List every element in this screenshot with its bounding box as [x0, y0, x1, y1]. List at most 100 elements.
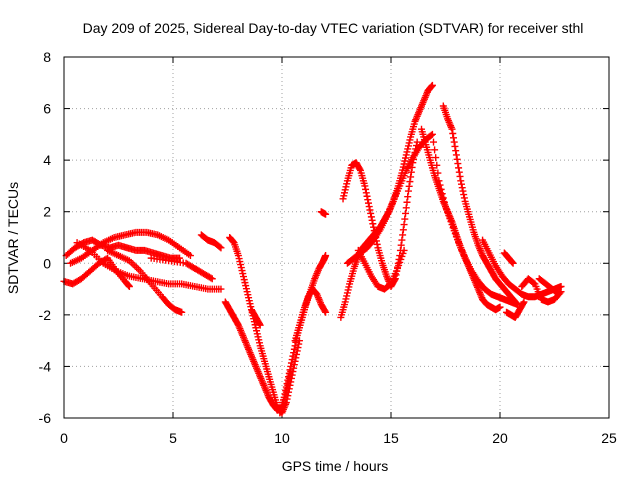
series-arc-17 — [354, 246, 408, 293]
data-point — [397, 241, 405, 249]
data-point — [322, 252, 330, 260]
data-point — [281, 390, 289, 398]
data-point — [458, 184, 466, 192]
data-point — [519, 299, 527, 307]
data-point — [455, 164, 463, 172]
data-point — [413, 138, 421, 146]
data-point — [405, 182, 413, 190]
data-point — [401, 215, 409, 223]
data-point — [370, 227, 378, 235]
series-arc-22 — [503, 298, 528, 321]
data-point — [400, 246, 408, 254]
series-arc-6 — [147, 254, 216, 283]
series-arc-3 — [67, 228, 194, 267]
data-point — [365, 203, 373, 211]
plot-frame — [63, 56, 610, 419]
data-point — [290, 345, 298, 353]
data-point — [402, 209, 410, 217]
grid — [64, 57, 609, 418]
data-point — [207, 274, 215, 282]
series-arc-15 — [339, 138, 421, 290]
data-point — [430, 138, 438, 146]
data-point — [428, 81, 436, 89]
data-point — [460, 194, 468, 202]
series-arc-13 — [317, 208, 330, 218]
data-points — [60, 81, 565, 417]
data-point — [407, 173, 415, 181]
data-point — [364, 199, 372, 207]
x-tick-label: 20 — [492, 430, 508, 446]
data-point — [508, 258, 516, 266]
y-tick-label: 4 — [43, 152, 51, 168]
data-point — [285, 369, 293, 377]
series-arc-19 — [439, 102, 521, 309]
data-point — [361, 182, 369, 190]
data-point — [256, 321, 264, 329]
data-point — [404, 187, 412, 195]
data-point — [451, 142, 459, 150]
data-point — [452, 147, 460, 155]
y-tick-label: -4 — [39, 358, 52, 374]
data-point — [217, 285, 225, 293]
data-point — [367, 213, 375, 221]
x-tick-label: 25 — [601, 430, 617, 446]
data-point — [282, 386, 290, 394]
series-arc-24 — [535, 275, 563, 298]
y-tick-label: 8 — [43, 49, 51, 65]
data-point — [555, 290, 563, 298]
data-point — [363, 192, 371, 200]
data-point — [459, 187, 467, 195]
data-point — [176, 254, 184, 262]
data-point — [186, 252, 194, 260]
data-point — [448, 125, 456, 133]
data-point — [321, 307, 329, 315]
series-arc-5 — [73, 239, 225, 293]
data-point — [509, 259, 517, 267]
data-point — [399, 231, 407, 239]
data-point — [455, 168, 463, 176]
data-point — [286, 366, 294, 374]
data-point — [356, 165, 364, 173]
data-point — [370, 223, 378, 231]
data-point — [457, 177, 465, 185]
data-point — [457, 180, 465, 188]
data-point — [428, 82, 436, 90]
data-point — [432, 154, 440, 162]
data-point — [449, 129, 457, 137]
data-point — [452, 151, 460, 159]
y-tick-label: -2 — [39, 307, 52, 323]
data-point — [288, 356, 296, 364]
data-point — [450, 138, 458, 146]
data-point — [125, 282, 133, 290]
data-point — [520, 298, 528, 306]
data-point — [496, 303, 504, 311]
series-arc-11 — [291, 285, 330, 345]
series-arc-7 — [197, 231, 225, 252]
y-tick-label: 0 — [43, 255, 51, 271]
data-point — [456, 172, 464, 180]
y-tick-label: -6 — [39, 410, 52, 426]
series-arc-18 — [418, 125, 504, 314]
data-point — [407, 168, 415, 176]
data-point — [283, 380, 291, 388]
data-point — [369, 220, 377, 228]
data-point — [255, 320, 263, 328]
data-point — [367, 209, 375, 217]
data-point — [554, 289, 562, 297]
data-point — [431, 146, 439, 154]
x-tick-label: 15 — [383, 430, 399, 446]
data-point — [373, 240, 381, 248]
data-point — [398, 236, 406, 244]
series-arc-21 — [500, 249, 517, 267]
data-point — [287, 362, 295, 370]
data-point — [428, 130, 436, 138]
data-point — [454, 160, 462, 168]
y-axis-label: SDTVAR / TECUs — [5, 182, 21, 294]
y-tick-label: 6 — [43, 101, 51, 117]
data-point — [368, 216, 376, 224]
data-point — [178, 308, 186, 316]
data-point — [460, 191, 468, 199]
data-point — [406, 178, 414, 186]
data-point — [208, 275, 216, 283]
